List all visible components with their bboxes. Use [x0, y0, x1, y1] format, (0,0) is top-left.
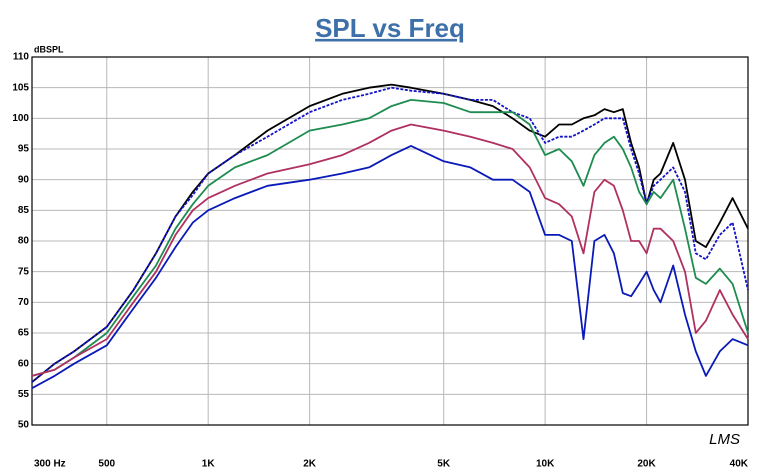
y-tick-label: 90: [18, 174, 30, 185]
y-tick-label: 95: [18, 144, 30, 155]
y-tick-label: 80: [18, 236, 30, 247]
y-tick-label: 65: [18, 328, 30, 339]
y-tick-label: 70: [18, 297, 30, 308]
series-line: [31, 145, 749, 389]
chart-title: SPL vs Freq: [315, 13, 465, 43]
y-tick-label: 75: [18, 266, 30, 277]
y-tick-label: 110: [13, 52, 30, 63]
y-tick-label: 50: [18, 420, 30, 431]
series-line: [31, 123, 749, 377]
series-line: [31, 86, 749, 383]
x-tick-label: 40K: [730, 459, 749, 470]
plot-frame: [31, 56, 749, 426]
y-tick-label: 85: [18, 205, 30, 216]
series-line: [31, 83, 749, 383]
y-tick-label: 55: [18, 389, 30, 400]
x-tick-label: 10K: [536, 459, 555, 470]
x-tick-label: 1K: [202, 459, 216, 470]
y-axis-label: dBSPL: [34, 44, 64, 54]
watermark: LMS: [709, 431, 740, 448]
x-tick-label: 20K: [637, 459, 656, 470]
x-tick-label: 5K: [437, 459, 451, 470]
y-tick-label: 105: [12, 82, 29, 93]
x-tick-label: 300 Hz: [34, 459, 66, 470]
series-line: [31, 99, 749, 377]
y-tick-label: 100: [12, 113, 29, 124]
x-tick-label: 2K: [303, 459, 317, 470]
x-tick-label: 500: [98, 459, 115, 470]
y-tick-label: 60: [18, 358, 30, 369]
